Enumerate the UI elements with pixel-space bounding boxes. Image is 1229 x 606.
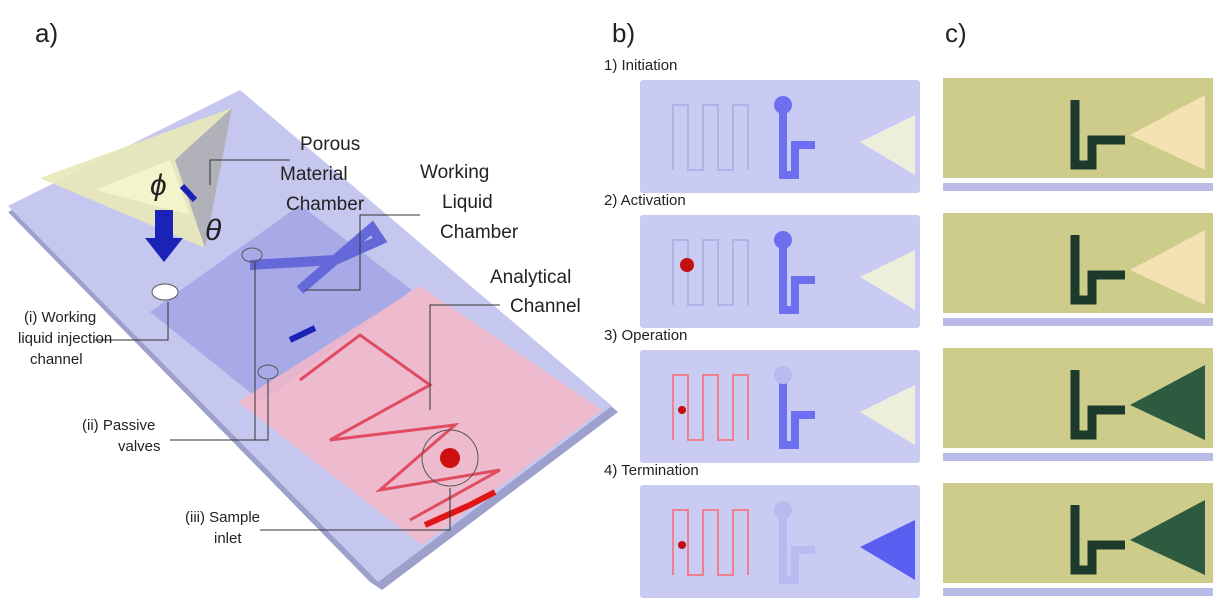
panel-label: a) [35, 18, 58, 48]
step-panels: 1) Initiation 2) Activation 3) Operation 4)… [604, 57, 1213, 598]
reservoir [774, 501, 792, 519]
panel-label: b) [612, 18, 635, 48]
photo-bar [943, 588, 1213, 596]
reservoir [774, 366, 792, 384]
photo-bar [943, 453, 1213, 461]
label: Material [280, 164, 348, 185]
label: (ii) Passive [82, 417, 155, 434]
label: liquid injection [18, 330, 112, 347]
figure: a) b) c) ϕ θ Porous Material Chamber W [0, 0, 1229, 601]
label: channel [30, 351, 83, 368]
sample-drop [680, 258, 694, 272]
label: Analytical [490, 267, 571, 288]
label: Chamber [286, 194, 365, 215]
sample-drop [678, 541, 686, 549]
step-label: 4) Termination [604, 462, 699, 479]
label: Working [420, 162, 489, 183]
photo-bar [943, 183, 1213, 191]
step-label: 2) Activation [604, 192, 686, 209]
label: (i) Working [24, 309, 96, 326]
reservoir [774, 231, 792, 249]
label: Chamber [440, 222, 519, 243]
label: valves [118, 438, 161, 455]
label: (iii) Sample [185, 509, 260, 526]
panel-label: c) [945, 18, 967, 48]
symbol: ϕ [150, 169, 167, 202]
label: Liquid [442, 192, 493, 213]
label: Porous [300, 134, 360, 155]
sample-drop [678, 406, 686, 414]
photo-bar [943, 318, 1213, 326]
step-label: 3) Operation [604, 327, 687, 344]
symbol: θ [205, 214, 222, 247]
reservoir [774, 96, 792, 114]
label: inlet [214, 530, 242, 547]
step-label: 1) Initiation [604, 57, 677, 74]
label: Channel [510, 296, 581, 317]
